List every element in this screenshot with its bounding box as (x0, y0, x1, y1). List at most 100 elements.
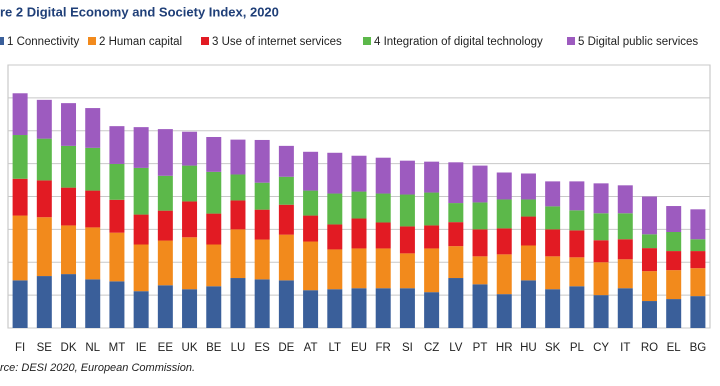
bar-segment (375, 157, 391, 194)
bar-segment (399, 253, 415, 289)
bar-segment (206, 171, 222, 214)
x-tick-label: IT (620, 342, 630, 354)
x-tick-label: UK (182, 342, 198, 354)
bar-segment (36, 217, 52, 277)
bar-segment (666, 232, 682, 252)
x-tick-label: SI (402, 342, 413, 354)
bar-segment (424, 248, 440, 293)
bar-segment (133, 214, 149, 245)
legend-label: 4 Integration of digital technology (374, 36, 543, 48)
bar-segment (133, 167, 149, 215)
bar-segment (303, 215, 319, 242)
x-tick-label: LT (329, 342, 342, 354)
bar-segment (61, 187, 77, 226)
bar-segment (278, 234, 294, 281)
bar-segment (666, 299, 682, 328)
bar-segment (593, 295, 609, 328)
x-tick-label: DK (61, 342, 77, 354)
bar-segment (157, 240, 173, 286)
bar-segment (85, 147, 101, 191)
bar-segment (617, 213, 633, 240)
bar-segment (399, 226, 415, 254)
bar-segment (690, 251, 706, 269)
x-tick-label: IE (136, 342, 147, 354)
bar-segment (496, 228, 512, 255)
bar-segment (254, 182, 270, 210)
x-tick-label: HR (496, 342, 513, 354)
bar-segment (230, 200, 246, 230)
x-tick-label: ES (255, 342, 271, 354)
bar-segment (109, 163, 125, 200)
bar-segment (593, 262, 609, 296)
bar-segment (157, 129, 173, 176)
bar-segment (351, 155, 367, 192)
bar-segment (254, 209, 270, 240)
bar-segment (351, 191, 367, 219)
x-tick-label: DE (278, 342, 294, 354)
bar-segment (109, 281, 125, 328)
bar-segment (375, 222, 391, 249)
bar-segment (472, 165, 488, 203)
bar-segment (617, 185, 633, 214)
bar-segment (472, 256, 488, 285)
x-tick-label: SE (37, 342, 53, 354)
legend-swatch (88, 37, 96, 45)
x-tick-label: FI (15, 342, 25, 354)
bar-segment (85, 190, 101, 228)
bar-segment (182, 165, 198, 202)
bar-segment (520, 173, 536, 200)
bar-segment (182, 201, 198, 238)
bar-segment (133, 291, 149, 328)
bar-segment (109, 232, 125, 282)
bar-segment (424, 192, 440, 226)
x-tick-label: MT (109, 342, 126, 354)
bar-segment (36, 99, 52, 139)
bar-segment (690, 268, 706, 297)
legend-label: 1 Connectivity (7, 36, 79, 48)
bar-segment (206, 136, 222, 172)
bar-segment (472, 229, 488, 257)
bar-segment (520, 280, 536, 328)
bar-segment (206, 244, 222, 287)
bar-segment (85, 108, 101, 148)
bar-segment (424, 225, 440, 249)
x-tick-label: LU (231, 342, 246, 354)
bar-segment (593, 183, 609, 214)
x-tick-label: BE (206, 342, 222, 354)
bar-segment (254, 279, 270, 328)
bar-segment (496, 172, 512, 200)
bar-segment (569, 181, 585, 211)
bar-segment (569, 257, 585, 287)
bar-segment (182, 237, 198, 290)
bar-segment (472, 202, 488, 230)
bar-segment (617, 239, 633, 260)
bar-segment (109, 199, 125, 233)
bar-segment (327, 193, 343, 225)
bar-segment (399, 288, 415, 328)
bar-segment (375, 288, 391, 328)
bar-segment (641, 196, 657, 235)
bar-segment (133, 127, 149, 168)
x-tick-label: EU (351, 342, 367, 354)
bar-segment (375, 193, 391, 223)
bar-segment (351, 288, 367, 328)
bar-segment (545, 256, 561, 290)
bar-segment (351, 218, 367, 249)
x-tick-label: LV (449, 342, 463, 354)
legend-swatch (0, 37, 4, 45)
bar-segment (666, 270, 682, 300)
bar-segment (448, 203, 464, 223)
bar-segment (85, 279, 101, 328)
bar-segment (496, 254, 512, 295)
bar-segment (230, 174, 246, 201)
bar-segment (303, 151, 319, 191)
bar-segment (36, 180, 52, 218)
bar-segment (327, 224, 343, 250)
legend-swatch (363, 37, 371, 45)
x-tick-label: CY (593, 342, 609, 354)
bar-segment (690, 239, 706, 252)
legend-swatch (201, 37, 209, 45)
bar-segment (61, 274, 77, 328)
bar-segment (448, 222, 464, 247)
